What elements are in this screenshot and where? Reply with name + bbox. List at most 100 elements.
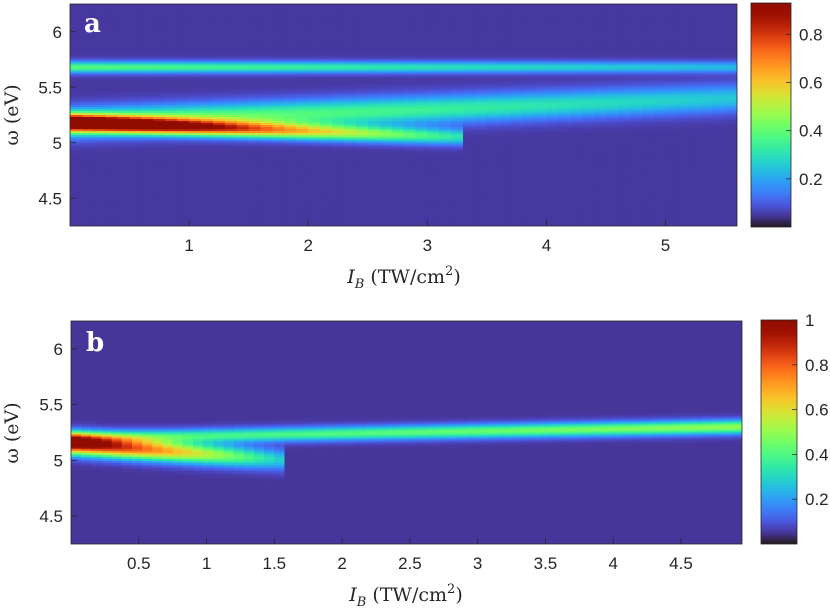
heatmap-cell — [272, 48, 285, 52]
heatmap-cell — [486, 88, 500, 92]
heatmap-cell — [165, 104, 178, 108]
heatmap-cell — [343, 149, 357, 152]
heatmap-cell — [201, 4, 214, 7]
heatmap-cell — [105, 36, 119, 39]
heatmap-cell — [284, 60, 297, 64]
heatmap-cell — [534, 121, 548, 124]
heatmap-cell — [427, 78, 440, 82]
heatmap-cell — [534, 70, 548, 74]
heatmap-cell — [605, 24, 619, 27]
heatmap-cell — [236, 169, 250, 173]
heatmap-cell — [582, 135, 595, 138]
heatmap-cell — [81, 139, 95, 142]
heatmap-cell — [117, 66, 131, 70]
heatmap-cell — [141, 143, 154, 146]
heatmap-cell — [212, 223, 226, 226]
heatmap-cell — [117, 141, 131, 144]
heatmap-cell — [70, 199, 83, 203]
heatmap-cell — [546, 62, 559, 66]
heatmap-cell — [391, 28, 405, 31]
heatmap-cell — [129, 100, 143, 104]
heatmap-cell — [582, 56, 595, 60]
heatmap-cell — [451, 179, 464, 183]
heatmap-cell — [427, 115, 440, 118]
heatmap-cell — [558, 159, 571, 163]
heatmap-cell — [284, 155, 297, 158]
heatmap-cell — [105, 62, 119, 66]
heatmap-cell — [117, 26, 131, 29]
heatmap-cell — [570, 205, 583, 209]
heatmap-cell — [177, 14, 190, 17]
heatmap-cell — [212, 26, 226, 29]
heatmap-cell — [117, 181, 131, 185]
heatmap-cell — [403, 112, 417, 116]
heatmap-cell — [343, 28, 357, 31]
heatmap-cell — [320, 14, 333, 17]
heatmap-cell — [177, 70, 190, 74]
heatmap-cell — [105, 94, 119, 98]
heatmap-cell — [320, 169, 333, 173]
heatmap-cell — [272, 36, 285, 39]
heatmap-cell — [105, 131, 119, 134]
heatmap-cell — [212, 86, 226, 90]
heatmap-cell — [141, 165, 154, 169]
heatmap-cell — [582, 171, 595, 175]
heatmap-cell — [177, 197, 190, 201]
heatmap-cell — [248, 153, 262, 156]
heatmap-cell — [93, 52, 107, 56]
heatmap-cell — [391, 20, 405, 23]
heatmap-cell — [320, 70, 333, 74]
heatmap-cell — [70, 163, 83, 167]
heatmap-cell — [81, 195, 95, 199]
heatmap-cell — [451, 102, 464, 106]
heatmap-cell — [105, 34, 119, 37]
heatmap-cell — [594, 115, 607, 118]
heatmap-cell — [284, 52, 297, 56]
heatmap-cell — [510, 143, 524, 146]
heatmap-cell — [236, 175, 250, 179]
heatmap-cell — [248, 183, 262, 187]
heatmap-cell — [605, 34, 619, 37]
heatmap-cell — [522, 10, 536, 13]
heatmap-cell — [427, 82, 440, 86]
heatmap-cell — [308, 187, 321, 191]
heatmap-cell — [332, 155, 345, 158]
heatmap-cell — [117, 197, 131, 201]
heatmap-cell — [248, 217, 262, 221]
heatmap-cell — [570, 149, 583, 152]
heatmap-cell — [486, 96, 500, 100]
heatmap-cell — [451, 56, 464, 60]
heatmap-cell — [129, 121, 143, 124]
heatmap-cell — [332, 167, 345, 171]
heatmap-cell — [451, 98, 464, 102]
heatmap-cell — [332, 92, 345, 96]
heatmap-cell — [415, 100, 428, 104]
heatmap-cell — [248, 14, 262, 17]
heatmap-cell — [81, 10, 95, 13]
heatmap-cell — [177, 4, 190, 7]
heatmap-cell — [70, 205, 83, 209]
heatmap-cell — [379, 115, 393, 118]
heatmap-cell — [570, 153, 583, 156]
heatmap-cell — [284, 34, 297, 37]
heatmap-cell — [463, 90, 476, 94]
heatmap-cell — [141, 100, 154, 104]
heatmap-cell — [320, 127, 333, 130]
heatmap-cell — [570, 90, 583, 94]
heatmap-cell — [201, 46, 214, 49]
heatmap-cell — [129, 76, 143, 80]
heatmap-cell — [546, 219, 559, 223]
heatmap-cell — [439, 10, 452, 13]
heatmap-cell — [260, 199, 274, 203]
heatmap-cell — [403, 70, 417, 74]
heatmap-cell — [105, 74, 119, 78]
heatmap-cell — [141, 82, 154, 86]
heatmap-cell — [463, 112, 476, 116]
heatmap-cell — [141, 221, 154, 225]
heatmap-cell — [320, 221, 333, 225]
heatmap-cell — [522, 163, 536, 167]
heatmap-cell — [522, 171, 536, 175]
heatmap-cell — [463, 56, 476, 60]
heatmap-cell — [224, 44, 238, 47]
heatmap-cell — [201, 183, 214, 187]
